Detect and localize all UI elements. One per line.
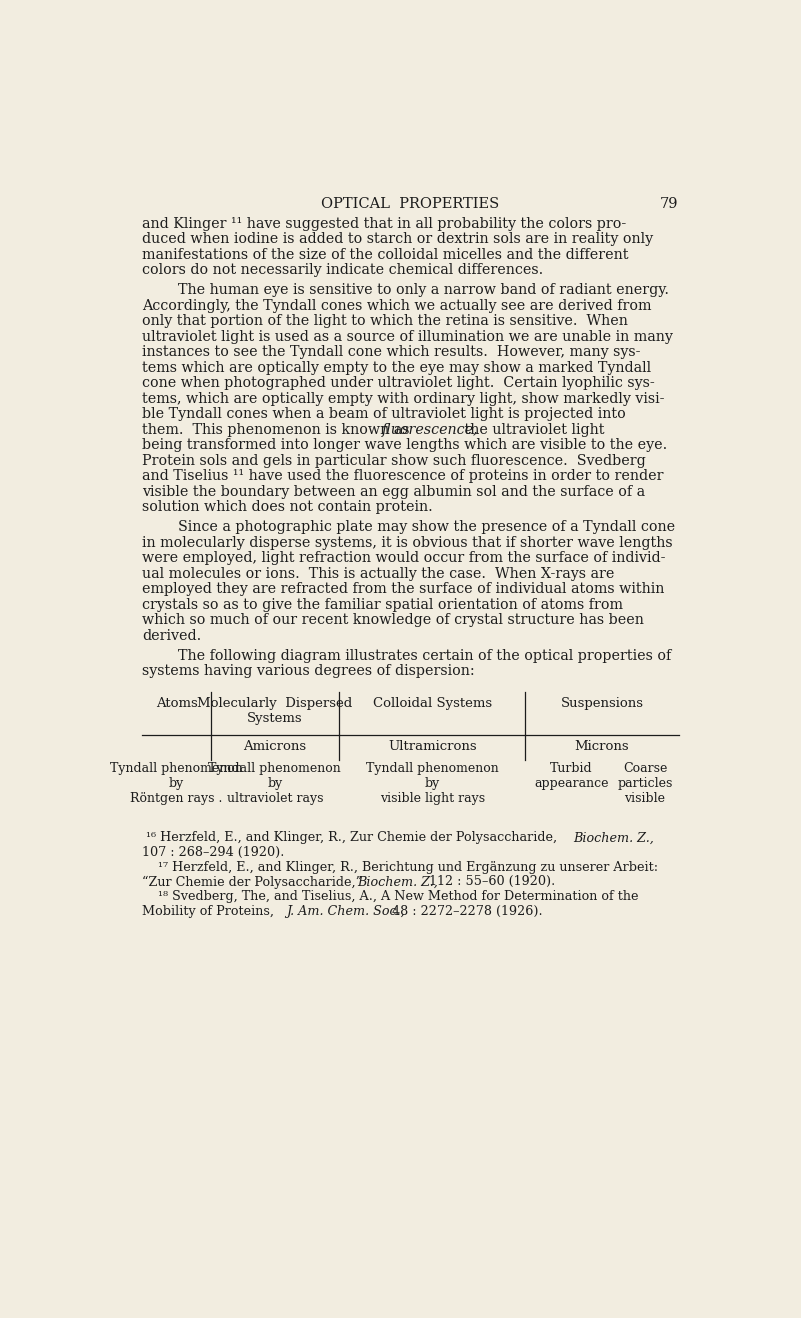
- Text: which so much of our recent knowledge of crystal structure has been: which so much of our recent knowledge of…: [143, 613, 644, 627]
- Text: in molecularly disperse systems, it is obvious that if shorter wave lengths: in molecularly disperse systems, it is o…: [143, 535, 673, 550]
- Text: Atoms: Atoms: [155, 697, 197, 709]
- Text: employed they are refracted from the surface of individual atoms within: employed they are refracted from the sur…: [143, 583, 665, 596]
- Text: Since a photographic plate may show the presence of a Tyndall cone: Since a photographic plate may show the …: [143, 521, 675, 534]
- Text: Ultramicrons: Ultramicrons: [388, 739, 477, 753]
- Text: ual molecules or ions.  This is actually the case.  When X-rays are: ual molecules or ions. This is actually …: [143, 567, 614, 581]
- Text: Biochem. Z.,: Biochem. Z.,: [357, 875, 438, 888]
- Text: systems having various degrees of dispersion:: systems having various degrees of disper…: [143, 664, 475, 679]
- Text: Suspensions: Suspensions: [561, 697, 643, 709]
- Text: colors do not necessarily indicate chemical differences.: colors do not necessarily indicate chemi…: [143, 264, 544, 277]
- Text: Turbid
appearance: Turbid appearance: [534, 762, 609, 789]
- Text: derived.: derived.: [143, 629, 202, 642]
- Text: Biochem. Z.,: Biochem. Z.,: [573, 832, 654, 845]
- Text: 112 : 55–60 (1920).: 112 : 55–60 (1920).: [425, 875, 556, 888]
- Text: fluorescence,: fluorescence,: [382, 423, 479, 436]
- Text: and Klinger ¹¹ have suggested that in all probability the colors pro-: and Klinger ¹¹ have suggested that in al…: [143, 217, 626, 231]
- Text: and Tiselius ¹¹ have used the fluorescence of proteins in order to render: and Tiselius ¹¹ have used the fluorescen…: [143, 469, 664, 484]
- Text: instances to see the Tyndall cone which results.  However, many sys-: instances to see the Tyndall cone which …: [143, 345, 641, 360]
- Text: Amicrons: Amicrons: [244, 739, 307, 753]
- Text: tems which are optically empty to the eye may show a marked Tyndall: tems which are optically empty to the ey…: [143, 361, 651, 374]
- Text: “Zur Chemie der Polysaccharide,”: “Zur Chemie der Polysaccharide,”: [143, 875, 367, 888]
- Text: tems, which are optically empty with ordinary light, show markedly visi-: tems, which are optically empty with ord…: [143, 391, 665, 406]
- Text: OPTICAL  PROPERTIES: OPTICAL PROPERTIES: [321, 196, 500, 211]
- Text: Molecularly  Dispersed
Systems: Molecularly Dispersed Systems: [197, 697, 352, 725]
- Text: 107 : 268–294 (1920).: 107 : 268–294 (1920).: [143, 846, 284, 859]
- Text: ¹⁸ Svedberg, The, and Tiselius, A., A New Method for Determination of the: ¹⁸ Svedberg, The, and Tiselius, A., A Ne…: [143, 890, 639, 903]
- Text: 48 : 2272–2278 (1926).: 48 : 2272–2278 (1926).: [388, 904, 542, 917]
- Text: Tyndall phenomenon
by
ultraviolet rays: Tyndall phenomenon by ultraviolet rays: [208, 762, 341, 804]
- Text: Tyndall phenomenon
by
visible light rays: Tyndall phenomenon by visible light rays: [366, 762, 498, 804]
- Text: Accordingly, the Tyndall cones which we actually see are derived from: Accordingly, the Tyndall cones which we …: [143, 299, 652, 312]
- Text: manifestations of the size of the colloidal micelles and the different: manifestations of the size of the colloi…: [143, 248, 629, 262]
- Text: ultraviolet light is used as a source of illumination we are unable in many: ultraviolet light is used as a source of…: [143, 330, 673, 344]
- Text: only that portion of the light to which the retina is sensitive.  When: only that portion of the light to which …: [143, 315, 628, 328]
- Text: 79: 79: [660, 196, 678, 211]
- Text: Coarse
particles
visible: Coarse particles visible: [618, 762, 673, 804]
- Text: ¹⁷ Herzfeld, E., and Klinger, R., Berichtung und Ergänzung zu unserer Arbeit:: ¹⁷ Herzfeld, E., and Klinger, R., Berich…: [143, 861, 658, 874]
- Text: solution which does not contain protein.: solution which does not contain protein.: [143, 500, 433, 514]
- Text: The human eye is sensitive to only a narrow band of radiant energy.: The human eye is sensitive to only a nar…: [143, 283, 670, 298]
- Text: them.  This phenomenon is known as: them. This phenomenon is known as: [143, 423, 414, 436]
- Text: Tyndall phenomenon
by
Röntgen rays .: Tyndall phenomenon by Röntgen rays .: [110, 762, 243, 804]
- Text: cone when photographed under ultraviolet light.  Certain lyophilic sys-: cone when photographed under ultraviolet…: [143, 376, 655, 390]
- Text: the ultraviolet light: the ultraviolet light: [460, 423, 604, 436]
- Text: being transformed into longer wave lengths which are visible to the eye.: being transformed into longer wave lengt…: [143, 438, 667, 452]
- Text: visible the boundary between an egg albumin sol and the surface of a: visible the boundary between an egg albu…: [143, 485, 646, 498]
- Text: Colloidal Systems: Colloidal Systems: [372, 697, 492, 709]
- Text: Microns: Microns: [574, 739, 630, 753]
- Text: ¹⁶ Herzfeld, E., and Klinger, R., Zur Chemie der Polysaccharide,: ¹⁶ Herzfeld, E., and Klinger, R., Zur Ch…: [143, 832, 562, 845]
- Text: Protein sols and gels in particular show such fluorescence.  Svedberg: Protein sols and gels in particular show…: [143, 453, 646, 468]
- Text: duced when iodine is added to starch or dextrin sols are in reality only: duced when iodine is added to starch or …: [143, 232, 654, 246]
- Text: crystals so as to give the familiar spatial orientation of atoms from: crystals so as to give the familiar spat…: [143, 597, 623, 612]
- Text: ble Tyndall cones when a beam of ultraviolet light is projected into: ble Tyndall cones when a beam of ultravi…: [143, 407, 626, 422]
- Text: were employed, light refraction would occur from the surface of individ-: were employed, light refraction would oc…: [143, 551, 666, 565]
- Text: The following diagram illustrates certain of the optical properties of: The following diagram illustrates certai…: [143, 648, 671, 663]
- Text: Mobility of Proteins,: Mobility of Proteins,: [143, 904, 278, 917]
- Text: J. Am. Chem. Soc.,: J. Am. Chem. Soc.,: [286, 904, 405, 917]
